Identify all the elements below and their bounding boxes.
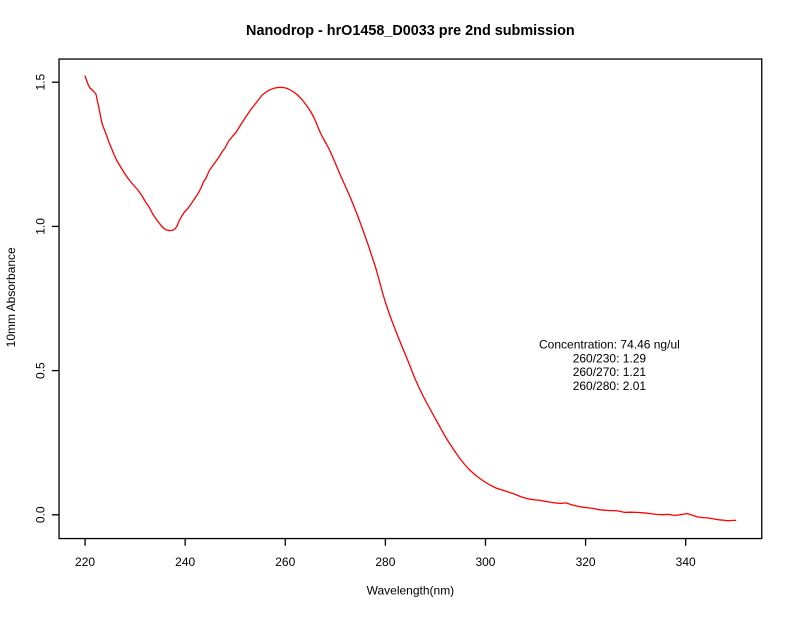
svg-text:0.0: 0.0 bbox=[34, 506, 48, 523]
svg-text:Wavelength(nm): Wavelength(nm) bbox=[367, 584, 455, 598]
svg-text:10mm Absorbance: 10mm Absorbance bbox=[4, 247, 18, 347]
svg-text:260: 260 bbox=[275, 555, 295, 569]
svg-text:260/230: 1.29: 260/230: 1.29 bbox=[573, 351, 647, 365]
svg-text:Concentration: 74.46 ng/ul: Concentration: 74.46 ng/ul bbox=[539, 338, 680, 352]
svg-text:300: 300 bbox=[475, 555, 495, 569]
svg-text:Nanodrop - hrO1458_D0033 pre 2: Nanodrop - hrO1458_D0033 pre 2nd submiss… bbox=[246, 23, 575, 39]
svg-text:1.5: 1.5 bbox=[34, 74, 48, 91]
svg-text:340: 340 bbox=[676, 555, 696, 569]
svg-text:240: 240 bbox=[175, 555, 195, 569]
svg-text:260/280: 2.01: 260/280: 2.01 bbox=[573, 379, 647, 393]
svg-text:260/270: 1.21: 260/270: 1.21 bbox=[573, 365, 647, 379]
svg-text:0.5: 0.5 bbox=[34, 362, 48, 379]
svg-text:320: 320 bbox=[576, 555, 596, 569]
svg-text:1.0: 1.0 bbox=[34, 218, 48, 235]
svg-text:280: 280 bbox=[375, 555, 395, 569]
svg-text:220: 220 bbox=[75, 555, 95, 569]
